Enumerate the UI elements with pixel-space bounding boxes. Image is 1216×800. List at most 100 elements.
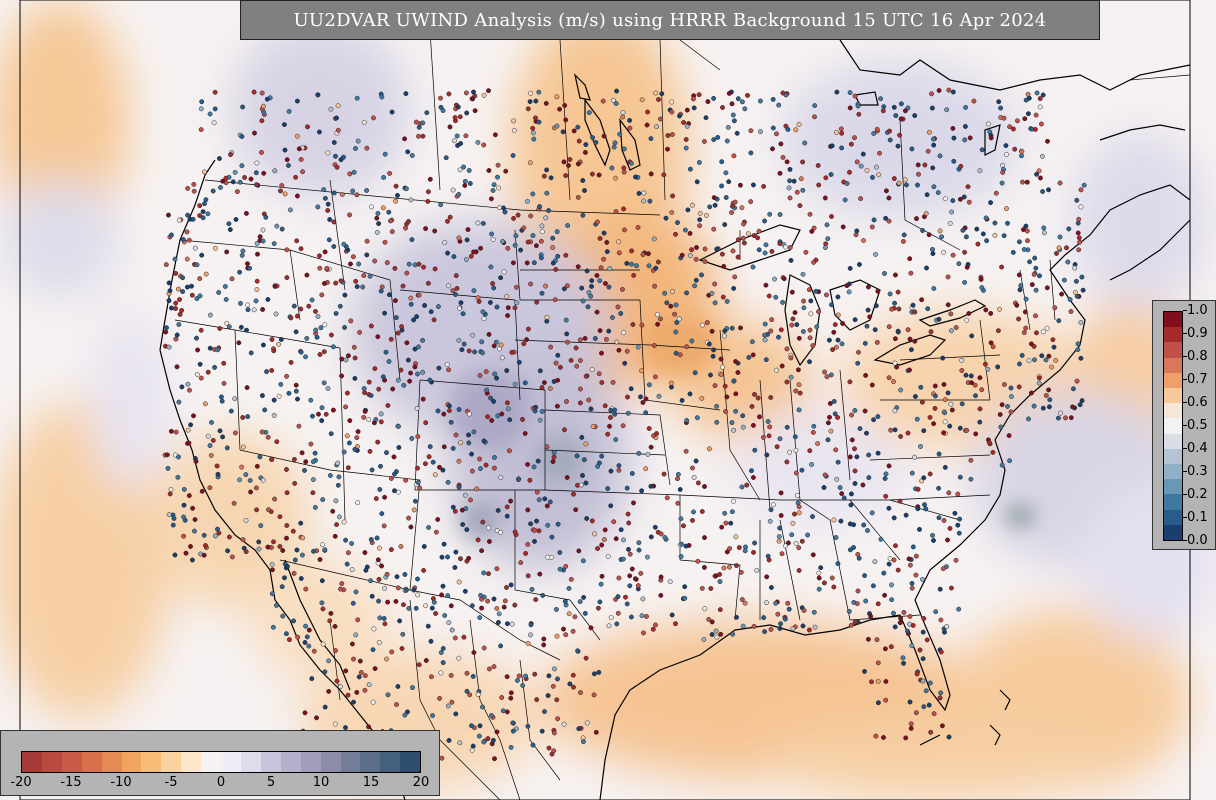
station-dot [901, 609, 907, 615]
station-dot [363, 567, 369, 573]
station-dot [608, 415, 613, 420]
station-dot [621, 206, 627, 212]
station-dot [793, 127, 799, 133]
station-dot [917, 647, 923, 653]
station-dot [321, 187, 327, 193]
station-dot [351, 344, 357, 350]
station-dot [945, 302, 951, 308]
station-dot [723, 170, 729, 176]
station-dot [432, 228, 438, 234]
station-dot [493, 339, 499, 345]
station-dot [599, 542, 605, 548]
station-dot [942, 419, 948, 425]
station-dot [173, 306, 179, 311]
station-dot [862, 573, 868, 579]
station-dot [790, 520, 796, 526]
station-dot [540, 592, 546, 598]
station-dot [659, 91, 665, 97]
station-dot [364, 145, 370, 151]
colorbar-tick-label: 0 [216, 775, 226, 790]
station-dot [796, 122, 802, 127]
station-dot [319, 405, 325, 411]
station-dot [575, 264, 581, 270]
station-dot [467, 692, 473, 698]
station-dot [912, 113, 918, 119]
station-dot [922, 502, 927, 508]
station-dot [834, 89, 840, 95]
station-dot [308, 441, 314, 447]
station-dot [653, 265, 659, 271]
station-dot [668, 384, 674, 390]
station-dot [476, 733, 482, 739]
station-dot [594, 273, 600, 278]
station-dot [652, 524, 658, 530]
station-dot [173, 336, 179, 342]
station-dot [322, 704, 328, 710]
station-dot [477, 373, 483, 378]
station-dot [291, 570, 297, 576]
station-dot [913, 710, 919, 716]
station-dot [622, 227, 627, 233]
station-dot [260, 227, 266, 233]
station-dot [595, 463, 601, 469]
station-dot [697, 217, 703, 223]
station-dot [472, 349, 478, 355]
station-dot [830, 347, 836, 353]
station-dot [421, 264, 426, 270]
station-dot [1004, 152, 1009, 157]
station-dot [284, 275, 290, 281]
station-dot [513, 233, 519, 239]
station-dot [615, 594, 621, 600]
station-dot [920, 629, 926, 635]
station-dot [187, 387, 192, 393]
station-dot [305, 124, 310, 130]
station-dot [945, 274, 951, 280]
station-dot [341, 519, 347, 525]
station-dot [877, 150, 882, 156]
station-dot [1064, 245, 1069, 251]
colorbar-swatch [22, 752, 42, 772]
station-dot [563, 252, 569, 258]
station-dot [547, 386, 553, 391]
station-dot [699, 272, 704, 278]
station-dot [687, 391, 693, 397]
station-dot [494, 566, 500, 572]
station-dot [1007, 124, 1013, 130]
station-dot [773, 294, 779, 300]
station-dot [1050, 337, 1056, 343]
station-dot [561, 159, 567, 165]
station-dot [459, 507, 465, 513]
station-dot [303, 354, 308, 360]
station-dot [777, 212, 783, 217]
great-lakes [698, 224, 801, 271]
station-dot [191, 413, 196, 419]
colorbar-swatch [360, 752, 381, 772]
station-dot [528, 521, 534, 527]
station-dot [483, 369, 489, 375]
station-dot [1006, 433, 1012, 439]
station-dot [258, 523, 264, 529]
station-dot [689, 338, 695, 344]
station-dot [990, 344, 996, 350]
station-dot [626, 520, 632, 526]
station-dot [536, 119, 542, 125]
station-dot [416, 662, 422, 668]
station-dot [673, 329, 679, 335]
station-dot [362, 408, 368, 414]
station-dot [423, 226, 429, 232]
station-dot [495, 174, 500, 180]
station-dot [956, 530, 962, 536]
station-dot [648, 136, 654, 142]
station-dot [563, 317, 569, 323]
station-dot [840, 224, 846, 230]
station-dot [942, 464, 948, 470]
station-dot [896, 306, 902, 312]
station-dot [439, 755, 445, 761]
station-dot [522, 380, 528, 386]
station-dot [679, 541, 685, 547]
station-dot [807, 327, 813, 333]
station-dot [534, 697, 540, 703]
station-dot [1054, 250, 1059, 256]
